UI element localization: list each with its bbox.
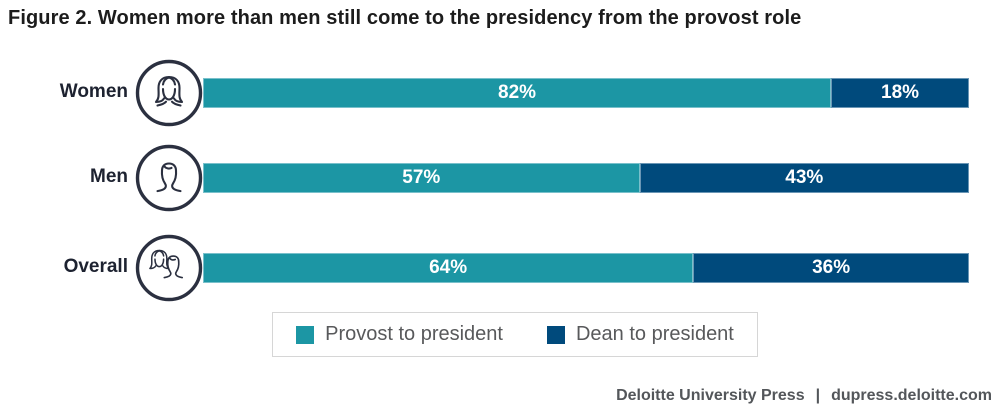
bar-segment-overall-dean: 36% xyxy=(693,253,969,283)
man-icon xyxy=(134,143,204,213)
legend-item-dean: Dean to president xyxy=(546,323,734,346)
attribution: Deloitte University Press | dupress.delo… xyxy=(616,387,992,405)
provost-swatch-icon xyxy=(296,325,315,344)
separator: | xyxy=(815,387,821,404)
value-label: 43% xyxy=(785,167,824,188)
value-label: 82% xyxy=(498,82,537,103)
bar-men: 57% 43% xyxy=(203,163,969,193)
legend: Provost to president Dean to president xyxy=(272,312,758,357)
value-label: 36% xyxy=(812,257,851,278)
bar-women: 82% 18% xyxy=(203,78,969,108)
category-label-men: Men xyxy=(90,166,128,187)
chart-title: Figure 2. Women more than men still come… xyxy=(8,7,802,29)
bar-segment-men-provost: 57% xyxy=(203,163,640,193)
bar-segment-overall-provost: 64% xyxy=(203,253,694,283)
value-label: 18% xyxy=(881,82,920,103)
legend-label: Dean to president xyxy=(575,323,734,345)
category-label-overall: Overall xyxy=(63,256,128,277)
bar-segment-women-provost: 82% xyxy=(203,78,832,108)
value-label: 57% xyxy=(402,167,441,188)
legend-label: Provost to president xyxy=(325,323,503,345)
dean-swatch-icon xyxy=(546,325,565,344)
publisher-site: dupress.deloitte.com xyxy=(831,387,992,404)
bar-segment-women-dean: 18% xyxy=(831,78,969,108)
woman-and-man-icon xyxy=(134,233,204,303)
publisher-name: Deloitte University Press xyxy=(616,387,805,404)
category-label-women: Women xyxy=(59,81,128,102)
woman-icon xyxy=(134,58,204,128)
bar-overall: 64% 36% xyxy=(203,253,969,283)
legend-item-provost: Provost to president xyxy=(296,323,503,346)
bar-segment-men-dean: 43% xyxy=(639,163,969,193)
value-label: 64% xyxy=(429,257,468,278)
